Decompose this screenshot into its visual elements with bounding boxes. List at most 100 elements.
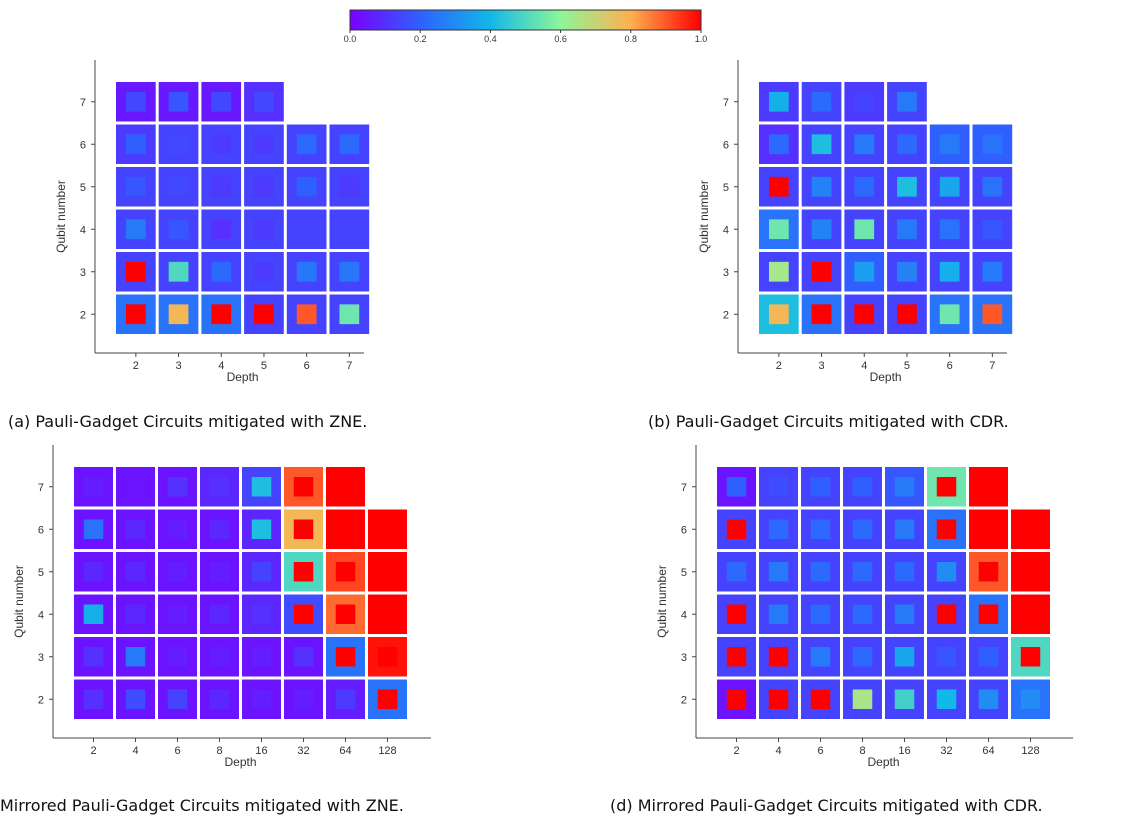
heatmap-cell-inner: [125, 91, 146, 112]
heatmap-cell-inner: [168, 261, 189, 282]
x-tick-label: 5: [261, 360, 267, 372]
y-tick-label: 6: [38, 524, 44, 536]
heatmap-cell-inner: [726, 647, 747, 667]
heatmap-cell-inner: [982, 134, 1003, 155]
heatmap-cell-inner: [377, 604, 398, 624]
colorbar: 0.0 0.2 0.4 0.6 0.8 1.0: [344, 9, 708, 44]
y-tick-label: 2: [681, 694, 687, 706]
heatmap-cell-inner: [167, 604, 188, 624]
heatmap-cell-inner: [209, 604, 230, 624]
y-tick-label: 4: [38, 609, 44, 621]
heatmap-cell-inner: [125, 134, 146, 155]
heatmap-cell-inner: [125, 219, 146, 240]
heatmap-cell-inner: [1020, 604, 1041, 624]
heatmap-cell-inner: [125, 176, 146, 197]
heatmap-cell-inner: [897, 91, 917, 112]
y-tick-label: 4: [681, 609, 687, 621]
heatmap-cell-inner: [854, 304, 875, 325]
heatmap-cell-inner: [811, 304, 832, 325]
x-axis-label: Depth: [224, 755, 256, 769]
heatmap-cell-inner: [854, 176, 875, 197]
heatmap-cell-inner: [254, 261, 274, 282]
heatmap-cell-inner: [168, 176, 189, 197]
heatmap-cell-inner: [167, 647, 188, 667]
heatmap-cell-inner: [254, 176, 274, 197]
heatmap-cell-inner: [254, 91, 274, 112]
heatmap-panel-b: 2 3 4 5 6 7 7 6 5 4 3 2 Depth Qubit number: [697, 60, 1013, 384]
heatmap-cell-inner: [83, 519, 104, 539]
x-tick-label: 128: [1021, 745, 1039, 757]
heatmap-cell-inner: [335, 689, 356, 709]
heatmap-cell-inner: [811, 176, 832, 197]
x-tick-label: 2: [776, 360, 782, 372]
heatmap-cell-inner: [894, 519, 915, 539]
heatmap-cell-inner: [852, 562, 873, 582]
heatmap-cell-inner: [125, 689, 146, 709]
heatmap-cell-inner: [854, 219, 875, 240]
heatmap-cell-inner: [854, 261, 875, 282]
x-tick-label: 16: [255, 745, 267, 757]
heatmap-cell-inner: [1020, 519, 1041, 539]
heatmap-cell-inner: [810, 689, 831, 709]
heatmap-cell-inner: [251, 647, 272, 667]
x-tick-label: 4: [218, 360, 224, 372]
heatmap-cell-inner: [209, 477, 230, 497]
heatmap-cell-inner: [168, 219, 189, 240]
heatmap-cell-inner: [978, 689, 999, 709]
y-tick-label: 2: [38, 694, 44, 706]
heatmap-cell-inner: [768, 604, 789, 624]
heatmap-cell-inner: [811, 219, 832, 240]
heatmap-cell-inner: [852, 647, 873, 667]
heatmap-cell-inner: [810, 604, 831, 624]
heatmap-cell-inner: [768, 519, 789, 539]
heatmap-cell-inner: [854, 91, 875, 112]
colorbar-tick-label: 0.0: [344, 34, 357, 44]
heatmap-cell-inner: [768, 304, 789, 325]
heatmap-cell-inner: [296, 304, 317, 325]
heatmap-cell-inner: [978, 519, 999, 539]
heatmap-cell-inner: [982, 176, 1003, 197]
colorbar-tick-label: 0.2: [414, 34, 427, 44]
heatmap-cell-inner: [897, 176, 917, 197]
heatmap-cell-inner: [209, 519, 230, 539]
heatmap-cell-inner: [936, 477, 957, 497]
heatmap-panel-a: 2 3 4 5 6 7 7 6 5 4 3 2 Depth Qubit number: [54, 60, 370, 384]
heatmap-cell-inner: [211, 304, 232, 325]
x-tick-label: 5: [904, 360, 910, 372]
heatmap-cell-inner: [936, 519, 957, 539]
heatmap-cell-inner: [211, 176, 232, 197]
heatmap-cell-inner: [209, 562, 230, 582]
heatmap-cell-inner: [852, 604, 873, 624]
heatmap-cell-inner: [726, 477, 747, 497]
y-tick-label: 2: [80, 309, 86, 321]
heatmap-cell-inner: [296, 134, 317, 155]
x-tick-label: 32: [297, 745, 309, 757]
heatmap-cell-inner: [897, 304, 917, 325]
heatmap-cell-inner: [254, 304, 274, 325]
y-tick-label: 3: [80, 267, 86, 279]
colorbar-tick-label: 1.0: [695, 34, 708, 44]
heatmap-cell-inner: [211, 91, 232, 112]
y-tick-label: 7: [723, 97, 729, 109]
x-tick-label: 7: [989, 360, 995, 372]
heatmap-cell-inner: [251, 477, 272, 497]
heatmap-cell-inner: [211, 261, 232, 282]
heatmap-cell-inner: [377, 562, 398, 582]
y-tick-label: 7: [681, 482, 687, 494]
heatmap-cell-inner: [768, 477, 789, 497]
x-tick-label: 64: [339, 745, 351, 757]
heatmap-cell-inner: [811, 134, 832, 155]
x-tick-label: 4: [132, 745, 138, 757]
heatmap-cell-inner: [339, 219, 360, 240]
heatmap-cell-inner: [125, 261, 146, 282]
colorbar-gradient: [349, 9, 702, 31]
x-tick-label: 6: [174, 745, 180, 757]
heatmap-cell-inner: [125, 604, 146, 624]
y-tick-label: 3: [681, 652, 687, 664]
x-tick-label: 8: [216, 745, 222, 757]
heatmap-cell-inner: [768, 134, 789, 155]
heatmap-cell-inner: [852, 519, 873, 539]
x-tick-label: 6: [947, 360, 953, 372]
